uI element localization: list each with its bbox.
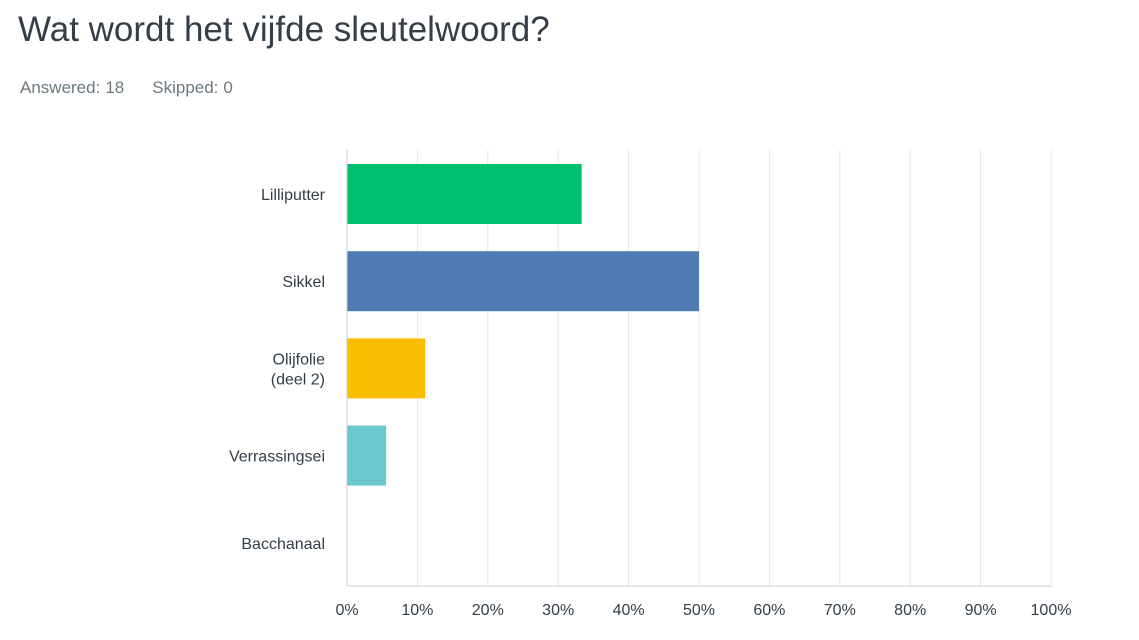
gridlines (416, 150, 1052, 586)
x-tick-label: 90% (965, 602, 997, 619)
answered-count: 18 (105, 78, 125, 97)
category-label: Verrassingsei (229, 449, 325, 466)
x-tick-label: 80% (894, 602, 926, 619)
x-tick-label: 70% (824, 602, 856, 619)
bar-sikkel[interactable] (347, 251, 699, 312)
x-tick-label: 20% (472, 602, 504, 619)
category-labels: Lilliputter Sikkel Olijfolie (deel 2) Verras… (229, 187, 326, 553)
bar-lilliputter[interactable] (347, 164, 582, 224)
page-title: Wat wordt het vijfde sleutelwoord? (18, 10, 550, 49)
category-label: Lilliputter (261, 187, 326, 204)
bar-verrassingsei[interactable] (347, 425, 387, 486)
bar-olijfolie-deel-2[interactable] (347, 338, 426, 399)
category-label: Sikkel (282, 274, 325, 291)
x-tick-label: 40% (613, 602, 645, 619)
x-tick-label: 30% (542, 602, 574, 619)
x-tick-label: 0% (335, 602, 358, 619)
response-summary: Answered: 18 Skipped: 0 (20, 78, 233, 98)
x-tick-label: 60% (753, 602, 785, 619)
axes (346, 150, 1051, 587)
tick-labels: 0% 10% 20% 30% 40% 50% 60% 70% 80% 90% 100% (335, 602, 1071, 619)
answered-label: Answered: (20, 78, 101, 97)
x-tick-label: 50% (683, 602, 715, 619)
skipped-label: Skipped: (152, 78, 219, 97)
skipped-stat: Skipped: 0 (152, 78, 233, 98)
skipped-count: 0 (223, 78, 233, 97)
category-label: Bacchanaal (241, 536, 325, 553)
answered-stat: Answered: 18 (20, 78, 124, 98)
x-tick-label: 10% (401, 602, 433, 619)
bars (347, 164, 699, 486)
x-tick-label: 100% (1031, 602, 1072, 619)
category-label: Olijfolie (deel 2) (271, 351, 325, 388)
